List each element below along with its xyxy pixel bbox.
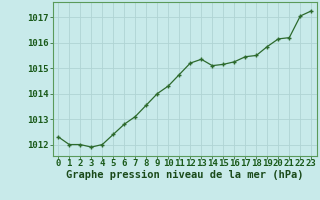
X-axis label: Graphe pression niveau de la mer (hPa): Graphe pression niveau de la mer (hPa) bbox=[66, 170, 304, 180]
